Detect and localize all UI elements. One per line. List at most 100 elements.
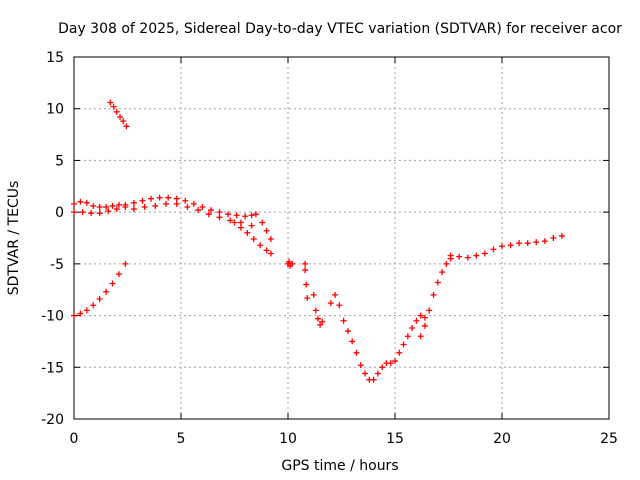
data-point [115,201,122,208]
x-axis-label: GPS time / hours [281,458,398,474]
data-point [267,250,274,257]
data-point [439,269,446,276]
data-point [413,317,420,324]
series-4 [71,260,129,319]
data-point [207,207,214,214]
data-point [257,242,264,249]
data-point [312,307,319,314]
data-point [248,222,255,229]
x-tick-label: 15 [386,431,404,447]
data-point [190,200,197,207]
data-point [302,267,309,274]
data-point [205,211,212,218]
data-point [163,200,170,207]
data-point [336,302,343,309]
data-point [103,288,110,295]
data-point [107,99,114,106]
data-point [109,202,116,209]
data-point [490,246,497,253]
data-point [237,224,244,231]
data-point [263,227,270,234]
data-point [426,307,433,314]
data-point [113,206,120,213]
data-point [225,211,232,218]
series-5 [285,258,326,328]
data-point [344,328,351,335]
data-point [182,197,189,204]
data-point [400,341,407,348]
data-point [541,238,548,245]
data-point [216,214,223,221]
data-point [310,291,317,298]
data-point [353,349,360,356]
data-point [79,209,86,216]
data-point [173,195,180,202]
data-point [434,279,441,286]
data-point [96,203,103,210]
data-point [464,254,471,261]
series-3 [231,219,274,257]
y-tick-label: -10 [41,309,64,325]
data-point [533,239,540,246]
data-point [370,376,377,383]
y-tick-label: -15 [41,360,64,376]
data-point [481,250,488,257]
data-point [303,281,310,288]
data-point [314,315,321,322]
x-tick-label: 10 [279,431,297,447]
data-point [105,208,112,215]
data-point [392,358,398,365]
data-point [237,219,244,226]
x-tick-label: 5 [177,431,186,447]
data-point [387,360,394,367]
data-point [242,213,249,220]
series-0 [107,99,130,130]
chart-title: Day 308 of 2025, Sidereal Day-to-day VTE… [58,21,622,37]
data-point [216,209,223,216]
x-tick-label: 20 [493,431,511,447]
data-point [83,307,90,314]
data-point [524,240,531,247]
y-tick-label: -5 [50,257,64,273]
x-tick-label: 0 [70,431,79,447]
data-point [122,203,129,210]
data-point [263,247,270,254]
data-point [327,300,334,307]
data-point [130,199,137,206]
series-7 [417,255,454,340]
data-point [304,294,311,301]
data-point [252,211,259,218]
data-point [77,198,84,205]
data-point [90,302,97,309]
data-point [165,194,172,201]
data-point [259,219,266,226]
data-point [499,243,505,250]
data-point [250,236,257,243]
data-point [71,312,77,319]
data-point [516,240,523,247]
data-point [507,242,514,249]
data-point [139,197,146,204]
data-point [550,235,557,241]
data-point [227,217,234,224]
data-point [184,203,191,210]
data-point [357,362,364,369]
grid-lines [74,57,609,419]
data-point [421,314,428,321]
series-6 [327,291,428,383]
data-point [340,317,347,324]
data-point [396,349,403,356]
data-point [113,108,120,115]
data-point [120,118,127,125]
data-point [456,253,463,260]
y-tick-label: 10 [46,102,64,118]
data-point [417,333,424,340]
data-point [362,370,369,377]
series-1 [71,194,259,220]
data-point [558,232,565,239]
data-point [71,200,77,207]
y-tick-label: 15 [46,50,64,66]
data-point [289,260,296,267]
data-point [199,203,206,210]
